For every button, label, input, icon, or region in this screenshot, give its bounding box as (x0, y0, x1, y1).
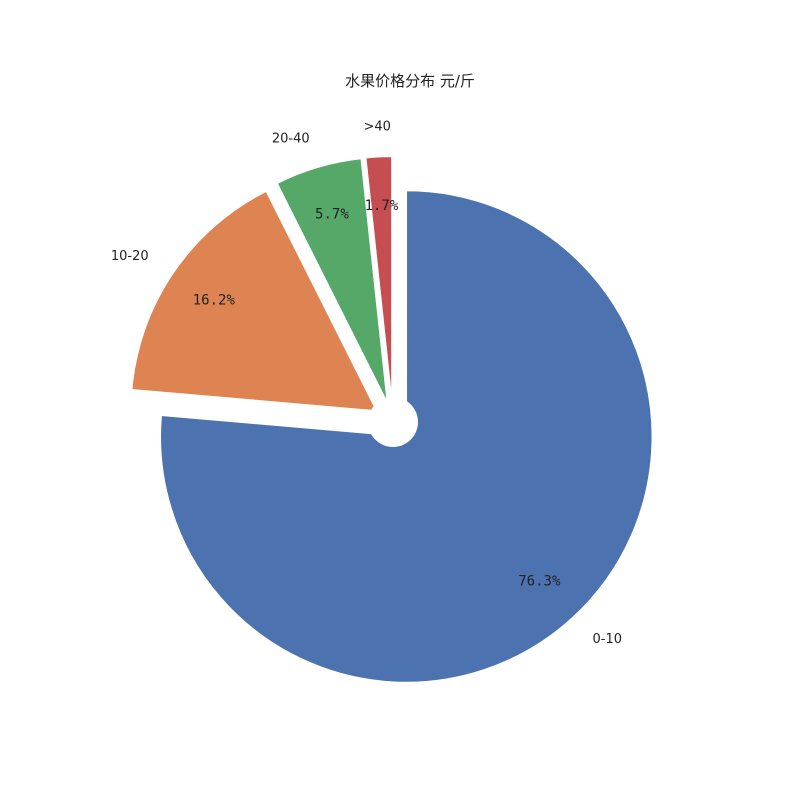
chart-title: 水果价格分布 元/斤 (345, 72, 475, 90)
slice-percent-label: 5.7% (315, 206, 349, 222)
slice-category-label: 20-40 (272, 131, 310, 146)
donut-hole (368, 397, 418, 447)
slice-percent-label: 16.2% (193, 292, 236, 308)
pie-slice-40 (364, 155, 393, 403)
pie-slice-10-20 (130, 190, 378, 412)
slice-category-label: 0-10 (593, 632, 623, 647)
slice-percent-label: 76.3% (518, 574, 561, 590)
slice-category-label: >40 (364, 120, 391, 135)
slice-category-label: 10-20 (111, 249, 149, 264)
slice-percent-label: 1.7% (365, 198, 399, 214)
pie-labels: 76.3% 0-10 16.2% 10-20 5.7% 20-40 1.7% >40 (111, 120, 622, 647)
pie-slice-20-40 (276, 157, 389, 404)
